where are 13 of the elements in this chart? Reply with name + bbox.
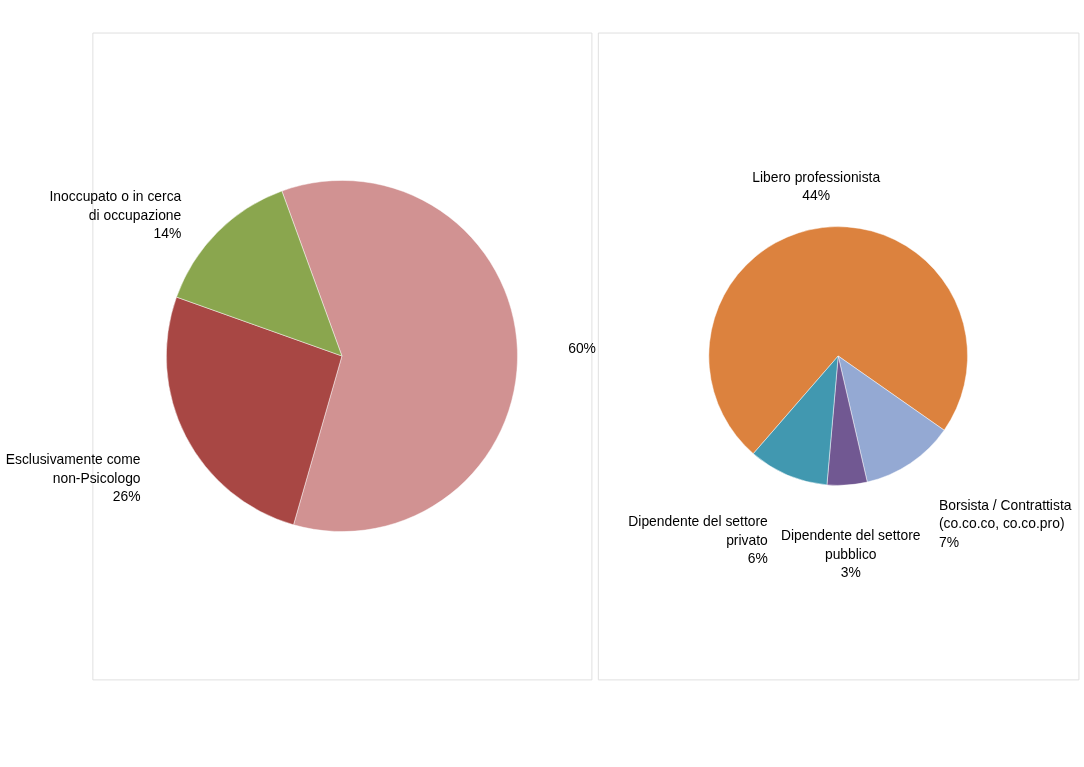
data-label: 7%	[938, 533, 959, 550]
data-label: 14%	[153, 225, 182, 242]
data-label: 26%	[112, 488, 141, 505]
slice-label: Inoccupato o in cerca di occupazione	[49, 188, 182, 223]
data-label: 3%	[840, 564, 861, 581]
data-label: 60%	[568, 339, 596, 356]
slice-label: Dipendente del settore pubblico	[781, 527, 921, 562]
slice-label: Dipendente del settore privato	[628, 513, 769, 548]
slice-label: Libero professionista	[752, 168, 881, 185]
slice-label: Esclusivamente come non-Psicologo	[5, 451, 141, 486]
data-label: 6%	[747, 550, 768, 567]
slice-label: Borsista / Contrattista (co.co.co, co.co.pro)	[938, 497, 1072, 532]
data-label: 44%	[802, 187, 831, 204]
